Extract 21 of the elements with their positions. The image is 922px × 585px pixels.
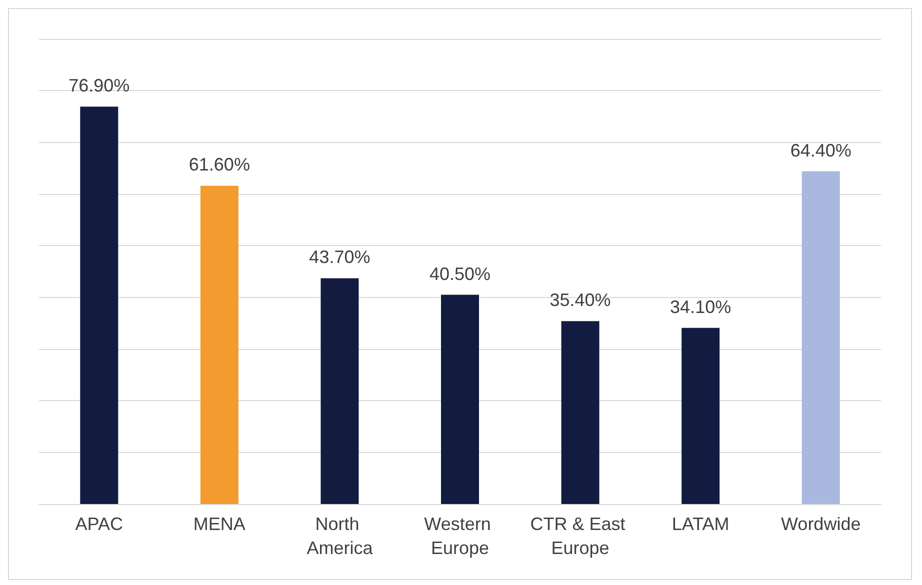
bar xyxy=(200,186,238,504)
x-tick-label: APAC xyxy=(75,514,123,534)
data-label: 43.70% xyxy=(309,247,370,268)
data-label: 35.40% xyxy=(550,290,611,310)
x-tick-label: CTR & East Europe xyxy=(530,514,630,558)
data-label: 34.10% xyxy=(670,296,732,317)
bar xyxy=(441,294,479,504)
data-label: 61.60% xyxy=(188,154,250,175)
bar xyxy=(682,328,720,504)
x-tick-label: Western Europe xyxy=(424,514,496,558)
bar xyxy=(802,171,840,504)
x-tick-label: North America xyxy=(306,514,374,558)
bar xyxy=(561,321,600,504)
x-tick-label: MENA xyxy=(193,514,246,534)
data-label: 76.90% xyxy=(68,76,130,96)
x-tick-label: LATAM xyxy=(672,514,730,534)
x-tick-label: Wordwide xyxy=(781,514,861,534)
data-label: 64.40% xyxy=(790,140,852,160)
bar xyxy=(320,278,359,504)
bar xyxy=(80,106,118,504)
data-label: 40.50% xyxy=(429,264,491,284)
